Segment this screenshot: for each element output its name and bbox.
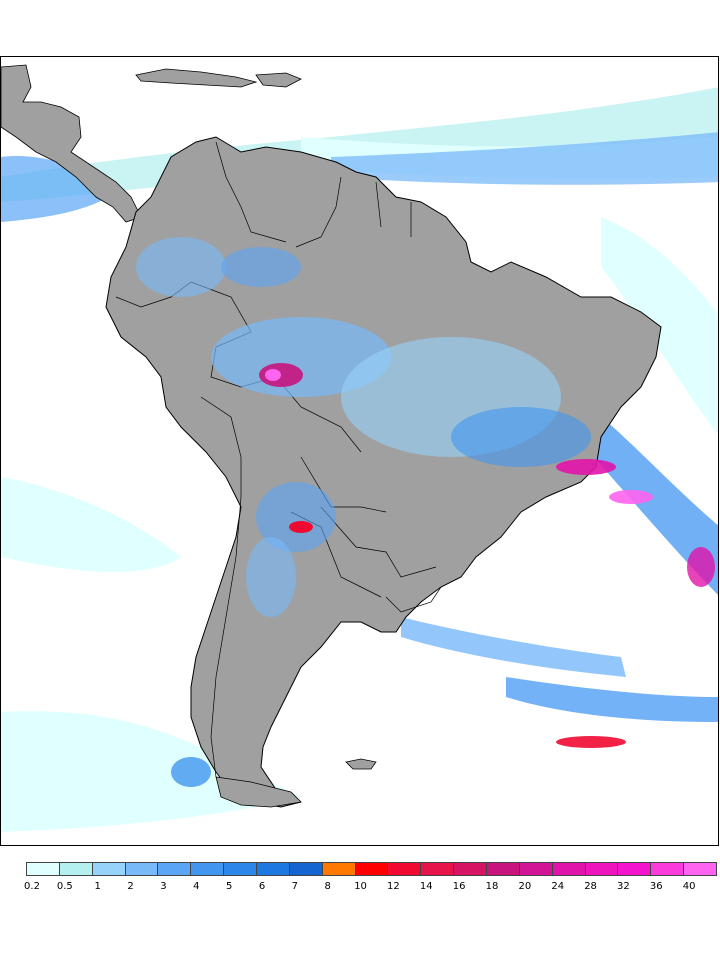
- map-canvas: [1, 64, 718, 832]
- legend-swatch: [617, 862, 652, 876]
- precip-cell-colombia: [136, 237, 226, 297]
- legend-tick-label: 4: [193, 881, 200, 892]
- precip-cell-amazon: [211, 317, 391, 397]
- legend-swatch: [58, 862, 93, 876]
- border-venezuela-guyana: [295, 176, 342, 248]
- legend-tick-label: 24: [551, 881, 565, 892]
- precip-cell-atlantic-front-core: [687, 547, 715, 587]
- legend-swatch: [26, 862, 60, 876]
- border-colombia-venezuela: [215, 141, 287, 243]
- precip-cell-south-atlantic-core: [556, 736, 626, 748]
- border-peru-bolivia-chile: [200, 396, 242, 497]
- legend-tick-label: 12: [387, 881, 400, 892]
- legend-swatch: [288, 862, 323, 876]
- precip-cell-venezuela: [221, 247, 301, 287]
- legend-swatch: [551, 862, 586, 876]
- legend-tick-label: 1: [94, 881, 101, 892]
- legend-tick-label: 2: [127, 881, 134, 892]
- legend-swatch: [650, 862, 685, 876]
- precip-cell-chaco-core: [289, 521, 313, 533]
- legend-tick-label: 28: [584, 881, 597, 892]
- border-chile-argentina: [210, 496, 242, 778]
- legend-tick-label: 3: [160, 881, 167, 892]
- legend-tick-label: 36: [649, 881, 663, 892]
- border-bolivia-paraguay: [300, 456, 387, 513]
- color-scale-legend: 0.2 0.5 1 2 3 4 5 6 7 8 10 12 14 16 18 20 24 28 32 36 40: [24, 862, 717, 902]
- legend-swatch: [453, 862, 487, 876]
- legend-swatch: [354, 862, 389, 876]
- precip-cell-brazil-east: [451, 407, 591, 467]
- border-argentina-paraguay-brazil: [320, 506, 437, 578]
- precip-cell-coast-se-2: [609, 490, 653, 504]
- land-central-america: [1, 64, 142, 223]
- legend-swatch: [584, 862, 619, 876]
- legend-tick-label: 32: [617, 881, 630, 892]
- land-tierra-del-fuego: [215, 776, 302, 808]
- legend-tick-label: 40: [682, 881, 696, 892]
- land-falklands: [345, 758, 377, 770]
- land-hispaniola: [255, 72, 302, 88]
- land-cuba: [135, 68, 258, 88]
- legend-swatch: [124, 862, 159, 876]
- legend-tick-label: 0.2: [24, 881, 40, 892]
- legend-tick-label: 6: [258, 881, 266, 892]
- border-guianas: [375, 181, 412, 237]
- legend-tick-label: 14: [419, 881, 433, 892]
- legend-swatch: [420, 862, 455, 876]
- legend-tick-label: 10: [354, 881, 367, 892]
- legend-swatch: [321, 862, 356, 876]
- precip-band-pacific-south: [1, 477, 181, 572]
- precip-band-south-atlantic-2: [506, 677, 718, 722]
- legend-swatch: [190, 862, 225, 876]
- legend-tick-label: 18: [485, 881, 499, 892]
- legend-swatch: [157, 862, 192, 876]
- legend-swatch: [256, 862, 290, 876]
- precip-cell-coast-se: [556, 459, 616, 475]
- land-precip-fields: [136, 237, 715, 787]
- precip-band-pacific-east: [1, 156, 121, 222]
- legend-swatch: [683, 862, 717, 876]
- legend-tick-label: 8: [324, 881, 331, 892]
- land-south-america: [105, 136, 662, 808]
- legend-tick-label: 16: [452, 881, 466, 892]
- legend-swatch: [91, 862, 126, 876]
- legend-swatch: [387, 862, 422, 876]
- precipitation-map: [0, 56, 719, 846]
- precip-cell-andes: [246, 537, 296, 617]
- precip-cell-chaco: [256, 482, 336, 552]
- legend-tick-label: 7: [291, 881, 299, 892]
- legend-tick-label: 5: [225, 881, 233, 892]
- precip-cell-amazon-max: [265, 369, 281, 381]
- legend-swatch: [223, 862, 257, 876]
- border-uruguay: [385, 586, 442, 613]
- precip-band-south-atlantic: [401, 617, 626, 677]
- precip-cell-patagonia: [171, 757, 211, 787]
- legend-tick-label: 20: [518, 881, 532, 892]
- precip-band-itcz: [331, 132, 718, 185]
- precip-band-southern-ocean: [1, 711, 301, 832]
- land-masses: [1, 64, 662, 808]
- legend-swatch: [486, 862, 520, 876]
- legend-tick-label: 0.5: [56, 881, 73, 892]
- legend-swatch: [518, 862, 553, 876]
